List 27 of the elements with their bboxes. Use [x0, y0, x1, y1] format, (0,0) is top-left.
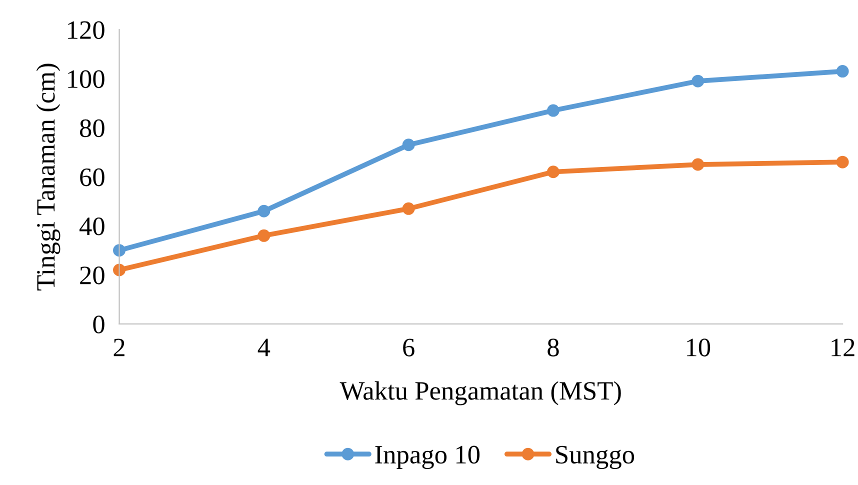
- y-tick-label: 60: [80, 168, 104, 186]
- y-tick-label: 20: [80, 266, 104, 284]
- point: [836, 65, 849, 78]
- x-tick-label: 10: [687, 338, 710, 356]
- x-tick-label: 12: [832, 338, 854, 356]
- y-tick-label: 80: [80, 119, 104, 138]
- y-tick-label: 100: [68, 70, 104, 88]
- point: [402, 202, 415, 215]
- y-axis-title: Tinggi Tanaman (cm): [36, 64, 60, 290]
- x-axis-title: Waktu Pengamatan (MST): [340, 381, 621, 406]
- point: [692, 74, 704, 88]
- x-tick-label: 4: [258, 338, 270, 356]
- y-tick-label: 120: [68, 21, 104, 39]
- legend-label: Inpago 10: [375, 446, 480, 470]
- point: [836, 156, 849, 168]
- point: [546, 166, 560, 178]
- point: [258, 204, 270, 218]
- x-tick-label: 6: [403, 338, 414, 356]
- x-tick-label: 2: [114, 338, 124, 356]
- y-tick-label: 40: [80, 217, 104, 236]
- y-tick-label: 0: [93, 316, 104, 334]
- legend-label: Sunggo: [556, 446, 634, 470]
- point: [692, 158, 704, 171]
- point: [402, 138, 415, 152]
- x-tick-label: 8: [548, 338, 559, 356]
- point: [546, 104, 560, 117]
- point: [258, 229, 270, 242]
